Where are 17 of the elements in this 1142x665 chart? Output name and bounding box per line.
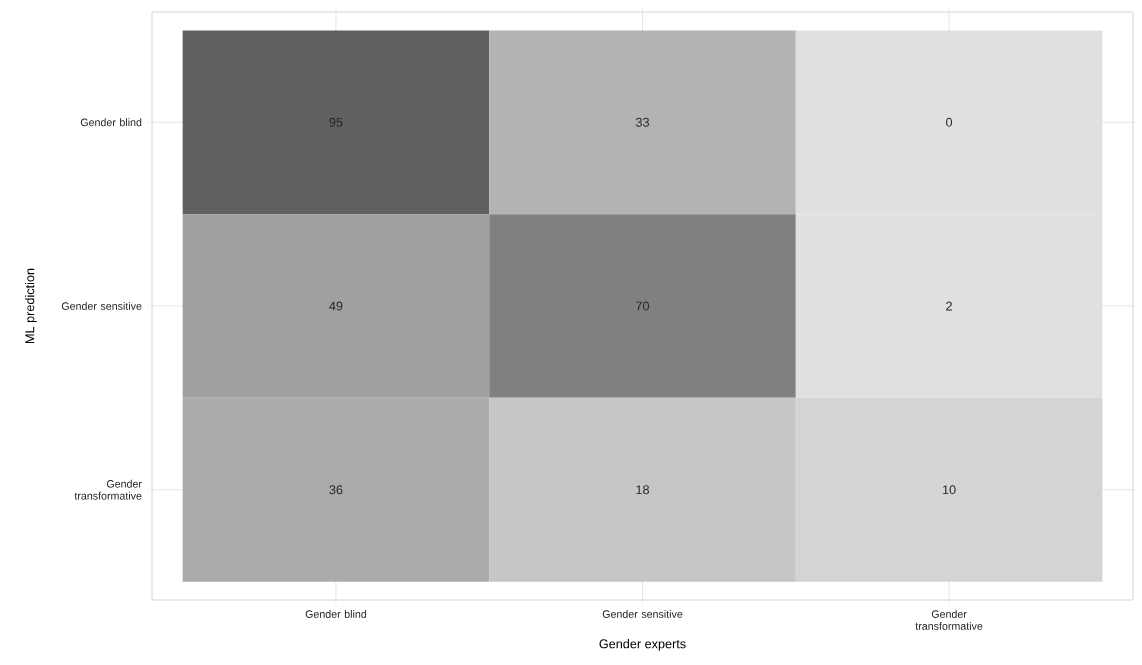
x-tick-label: Gender transformative — [915, 610, 983, 630]
x-tick-label: Gender blind — [305, 610, 367, 618]
data-label: 18 — [636, 485, 650, 495]
data-label: 33 — [635, 117, 649, 127]
data-label: 70 — [636, 301, 650, 311]
data-label: 10 — [942, 485, 956, 495]
y-tick-label: Gender blind — [80, 118, 142, 127]
data-label: 36 — [329, 485, 343, 495]
data-label: 49 — [329, 301, 343, 311]
x-axis-title: Gender experts — [599, 639, 686, 651]
x-tick-label: Gender sensitive — [602, 610, 683, 618]
data-label: 2 — [946, 301, 952, 311]
y-tick-label: Gender transformative — [74, 479, 142, 500]
y-axis-title: ML prediction — [25, 268, 37, 343]
y-tick-label: Gender sensitive — [61, 302, 142, 310]
data-label: 0 — [946, 117, 953, 127]
data-label: 95 — [329, 117, 343, 127]
